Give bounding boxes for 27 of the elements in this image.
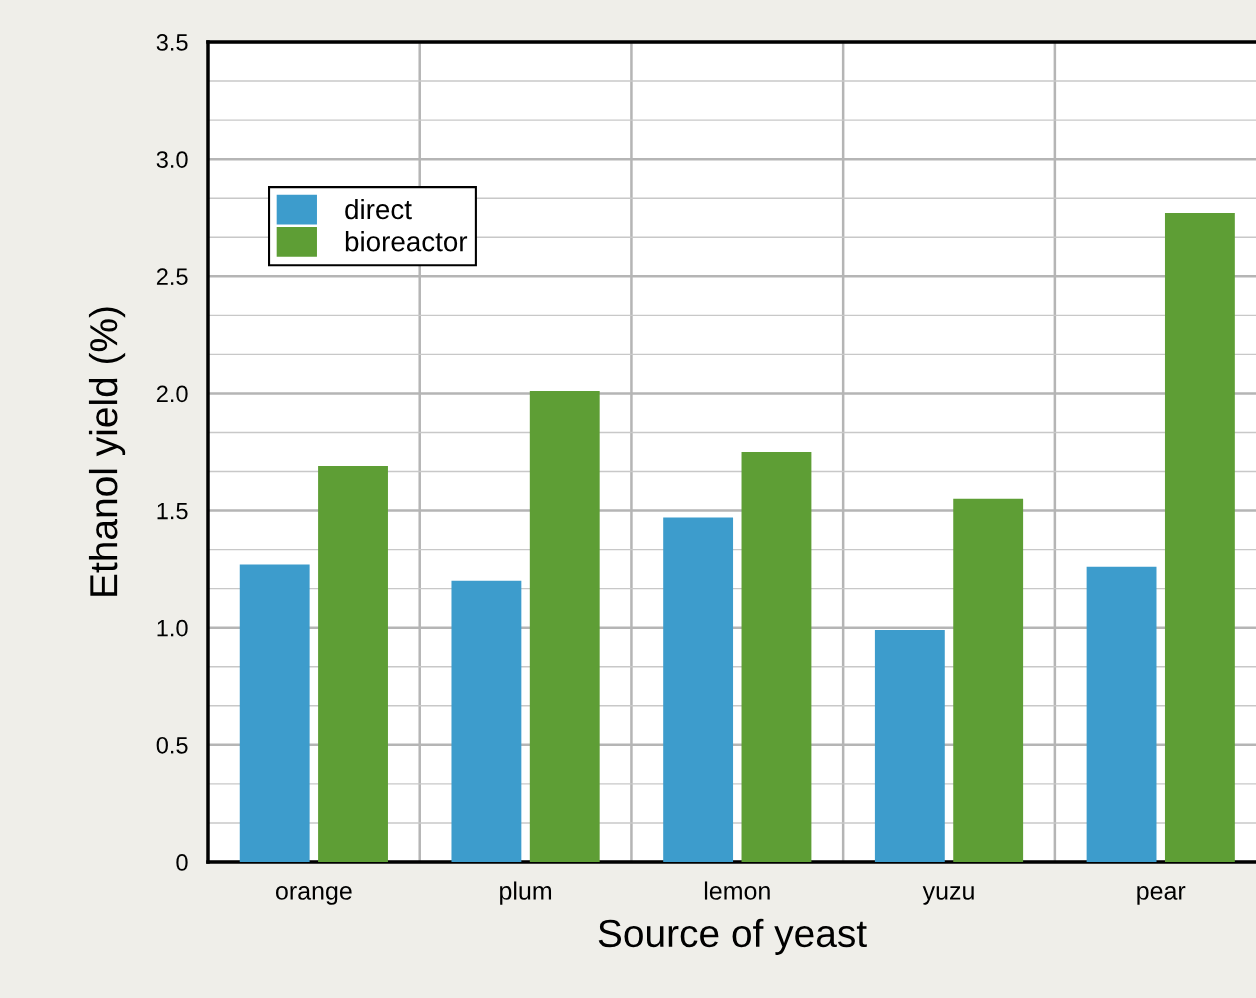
y-axis-title: Ethanol yield (%) [88,307,126,596]
x-tick-label: pear [1137,886,1186,905]
y-tick-label: 0 [176,854,188,871]
y-tick-label: 3.0 [156,151,188,168]
legend-label: bioreactor [345,231,468,252]
bar [451,580,522,862]
bar [318,466,388,862]
y-tick-label: 2.5 [156,268,188,286]
bar [1164,213,1235,862]
x-tick-label: yuzu [922,886,974,905]
y-tick-label: 3.5 [156,34,188,51]
y-tick-label: 0.5 [156,736,188,754]
x-tick-label: orange [275,886,352,905]
y-tick-label: 1.0 [157,619,188,637]
x-tick-label: plum [500,881,552,905]
bar [874,630,945,862]
y-tick-label: 2.0 [156,385,188,403]
bar [1086,566,1157,862]
y-tick-label: 1.5 [157,502,188,520]
bar [663,517,734,862]
x-axis-title: Source of yeast [598,918,867,955]
legend-label: direct [345,198,412,220]
x-tick-label: lemon [704,881,770,900]
bar [741,452,812,862]
bar [239,564,310,862]
bar [953,498,1024,862]
bar [529,391,600,862]
